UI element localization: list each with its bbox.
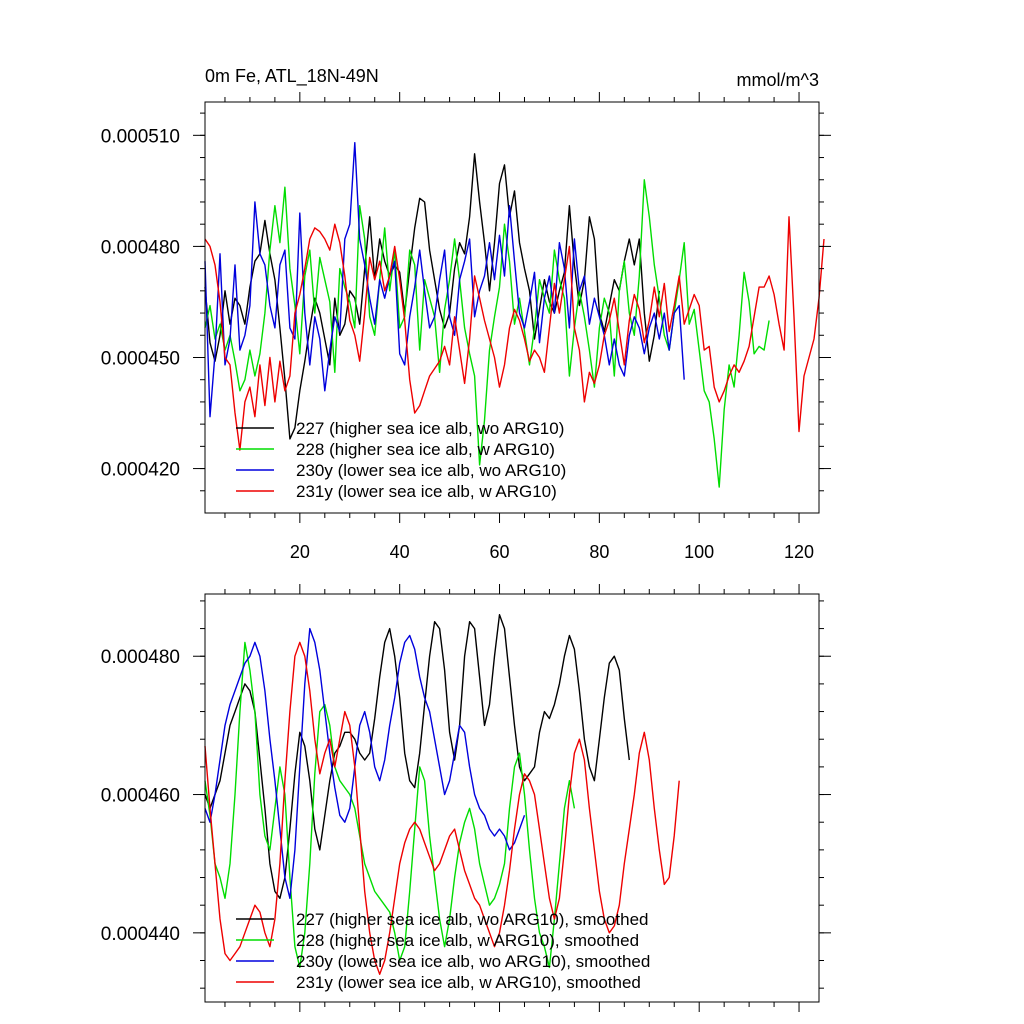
y-tick-label: 0.000450 [101, 348, 180, 369]
y-tick-label: 0.000480 [101, 647, 180, 668]
bottom-chart-axes: 0.000440 0.000460 0.000480 [101, 584, 831, 1012]
legend-label: 230y (lower sea ice alb, wo ARG10), smoo… [296, 952, 650, 971]
series-line-1-0 [204, 614, 630, 899]
legend-label: 228 (higher sea ice alb, w ARG10), smoot… [296, 931, 639, 950]
series-line-0-3 [204, 216, 825, 451]
legend-label: 230y (lower sea ice alb, wo ARG10) [296, 461, 566, 480]
top-chart-plot-frame [204, 101, 820, 514]
top-chart-title: 0m Fe, ATL_18N-49N [205, 66, 379, 87]
x-tick-label: 40 [390, 542, 410, 562]
y-tick-label: 0.000440 [101, 924, 180, 945]
x-tick-label: 80 [589, 542, 609, 562]
y-tick-label: 0.000480 [101, 237, 180, 258]
series-line-0-1 [204, 179, 770, 488]
x-tick-label: 120 [784, 542, 814, 562]
top-chart-axes: 20 40 60 80 100 120 0.000420 0.000450 0.000480 0.… [101, 92, 831, 562]
x-tick-label: 20 [290, 542, 310, 562]
y-tick-label: 0.000460 [101, 786, 180, 807]
series-line-1-2 [204, 627, 526, 899]
legend-label: 227 (higher sea ice alb, wo ARG10), smoo… [296, 910, 648, 929]
bottom-chart-series [204, 614, 680, 975]
series-line-1-1 [204, 641, 576, 969]
legend-label: 231y (lower sea ice alb, w ARG10) [296, 482, 557, 501]
series-line-1-3 [204, 641, 680, 975]
x-tick-label: 60 [490, 542, 510, 562]
legend-label: 228 (higher sea ice alb, w ARG10) [296, 440, 555, 459]
y-tick-label: 0.000510 [101, 126, 180, 147]
y-tick-label: 0.000420 [101, 460, 180, 481]
top-chart-legend: 227 (higher sea ice alb, wo ARG10) 228 (h… [236, 419, 566, 501]
top-chart-series [204, 141, 825, 488]
bottom-chart: 0.000440 0.000460 0.000480 227 (higher sea… [101, 584, 831, 1012]
series-line-0-2 [204, 141, 685, 418]
top-chart-units: mmol/m^3 [737, 70, 819, 90]
bottom-chart-legend: 227 (higher sea ice alb, wo ARG10), smoo… [236, 910, 650, 992]
top-chart: 0m Fe, ATL_18N-49N mmol/m^3 20 40 60 80 100 1… [101, 66, 831, 562]
legend-label: 227 (higher sea ice alb, wo ARG10) [296, 419, 564, 438]
bottom-chart-plot-frame [204, 593, 820, 1003]
x-tick-label: 100 [684, 542, 714, 562]
series-line-0-0 [204, 153, 660, 440]
legend-label: 231y (lower sea ice alb, w ARG10), smoot… [296, 973, 641, 992]
